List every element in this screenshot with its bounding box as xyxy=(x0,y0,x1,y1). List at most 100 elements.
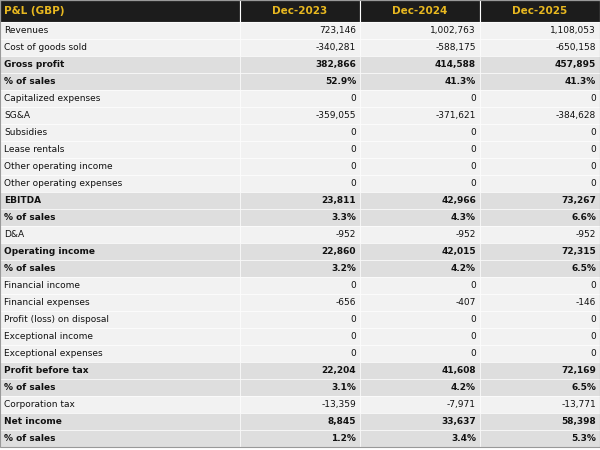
Text: Capitalized expenses: Capitalized expenses xyxy=(4,94,100,103)
Bar xyxy=(0,0,240,22)
Text: 0: 0 xyxy=(350,145,356,154)
Bar xyxy=(360,73,480,90)
Bar xyxy=(240,413,360,430)
Text: 0: 0 xyxy=(470,332,476,341)
Bar xyxy=(360,430,480,447)
Bar xyxy=(240,192,360,209)
Text: % of sales: % of sales xyxy=(4,264,56,273)
Text: 5.3%: 5.3% xyxy=(571,434,596,443)
Text: 42,966: 42,966 xyxy=(441,196,476,205)
Text: 72,315: 72,315 xyxy=(561,247,596,256)
Bar xyxy=(360,328,480,345)
Bar xyxy=(360,243,480,260)
Text: 23,811: 23,811 xyxy=(322,196,356,205)
Text: Corporation tax: Corporation tax xyxy=(4,400,75,409)
Text: % of sales: % of sales xyxy=(4,77,56,86)
Bar xyxy=(360,209,480,226)
Bar xyxy=(480,90,600,107)
Bar xyxy=(0,379,240,396)
Text: Financial expenses: Financial expenses xyxy=(4,298,89,307)
Text: 58,398: 58,398 xyxy=(561,417,596,426)
Bar xyxy=(480,209,600,226)
Bar xyxy=(360,175,480,192)
Bar xyxy=(0,260,240,277)
Bar xyxy=(360,56,480,73)
Bar xyxy=(360,107,480,124)
Text: 0: 0 xyxy=(350,179,356,188)
Bar xyxy=(360,294,480,311)
Text: 0: 0 xyxy=(350,332,356,341)
Text: -952: -952 xyxy=(575,230,596,239)
Text: -359,055: -359,055 xyxy=(316,111,356,120)
Bar xyxy=(360,141,480,158)
Bar xyxy=(0,277,240,294)
Bar xyxy=(0,294,240,311)
Bar xyxy=(240,175,360,192)
Bar xyxy=(480,158,600,175)
Text: Subsidies: Subsidies xyxy=(4,128,47,137)
Bar xyxy=(360,90,480,107)
Bar xyxy=(480,243,600,260)
Bar xyxy=(240,362,360,379)
Text: 0: 0 xyxy=(470,145,476,154)
Bar xyxy=(240,277,360,294)
Bar xyxy=(240,124,360,141)
Bar xyxy=(480,413,600,430)
Text: -588,175: -588,175 xyxy=(436,43,476,52)
Text: Exceptional income: Exceptional income xyxy=(4,332,93,341)
Text: Exceptional expenses: Exceptional expenses xyxy=(4,349,103,358)
Bar xyxy=(0,328,240,345)
Text: 0: 0 xyxy=(350,94,356,103)
Text: 22,204: 22,204 xyxy=(322,366,356,375)
Text: 0: 0 xyxy=(470,281,476,290)
Text: 73,267: 73,267 xyxy=(561,196,596,205)
Text: -656: -656 xyxy=(335,298,356,307)
Bar xyxy=(480,345,600,362)
Text: Financial income: Financial income xyxy=(4,281,80,290)
Text: -952: -952 xyxy=(335,230,356,239)
Bar xyxy=(240,0,360,22)
Bar xyxy=(480,141,600,158)
Bar xyxy=(480,277,600,294)
Bar xyxy=(0,107,240,124)
Bar xyxy=(0,311,240,328)
Text: Profit (loss) on disposal: Profit (loss) on disposal xyxy=(4,315,109,324)
Bar xyxy=(0,209,240,226)
Bar xyxy=(240,379,360,396)
Text: Gross profit: Gross profit xyxy=(4,60,64,69)
Text: Dec-2025: Dec-2025 xyxy=(512,6,568,16)
Text: 0: 0 xyxy=(350,349,356,358)
Bar xyxy=(480,107,600,124)
Text: 0: 0 xyxy=(470,315,476,324)
Bar xyxy=(360,379,480,396)
Bar xyxy=(480,328,600,345)
Bar xyxy=(240,328,360,345)
Text: Dec-2024: Dec-2024 xyxy=(392,6,448,16)
Text: Cost of goods sold: Cost of goods sold xyxy=(4,43,87,52)
Bar xyxy=(240,141,360,158)
Bar xyxy=(0,362,240,379)
Text: Profit before tax: Profit before tax xyxy=(4,366,89,375)
Bar xyxy=(480,192,600,209)
Text: 414,588: 414,588 xyxy=(435,60,476,69)
Bar xyxy=(240,158,360,175)
Bar xyxy=(240,39,360,56)
Bar xyxy=(0,39,240,56)
Bar xyxy=(240,260,360,277)
Text: 3.4%: 3.4% xyxy=(451,434,476,443)
Bar xyxy=(480,226,600,243)
Bar xyxy=(0,73,240,90)
Bar xyxy=(360,39,480,56)
Text: 72,169: 72,169 xyxy=(561,366,596,375)
Text: 52.9%: 52.9% xyxy=(325,77,356,86)
Bar xyxy=(0,141,240,158)
Text: -13,359: -13,359 xyxy=(321,400,356,409)
Text: 3.1%: 3.1% xyxy=(331,383,356,392)
Text: Other operating expenses: Other operating expenses xyxy=(4,179,122,188)
Text: 0: 0 xyxy=(350,162,356,171)
Bar xyxy=(480,0,600,22)
Bar xyxy=(360,124,480,141)
Bar xyxy=(0,22,240,39)
Bar xyxy=(480,22,600,39)
Bar xyxy=(360,158,480,175)
